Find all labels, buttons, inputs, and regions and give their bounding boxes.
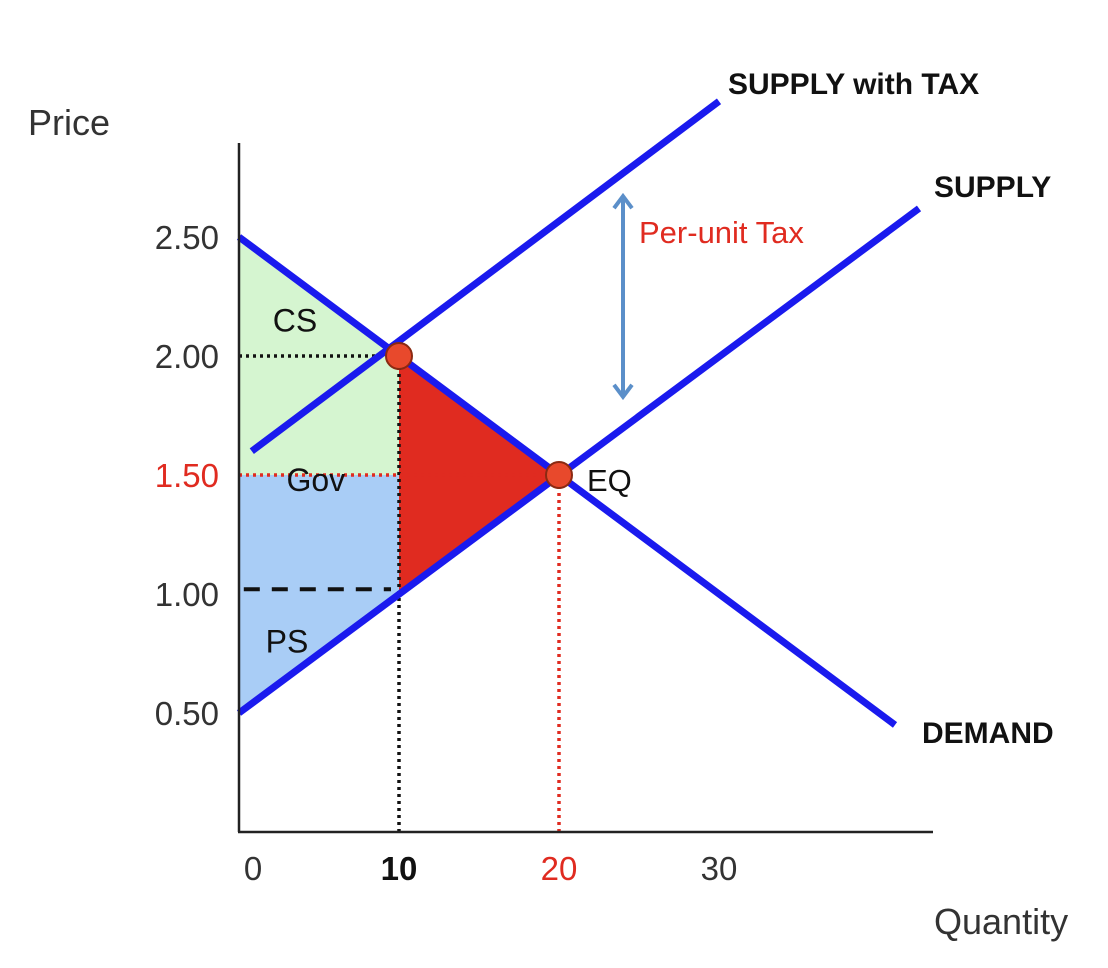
area-gov (239, 356, 399, 475)
y-tick-label-2-00: 2.00 (155, 338, 219, 375)
curve-label-demand: DEMAND (922, 717, 1054, 750)
curve-supply-with-tax (249, 98, 722, 455)
x-tick-label-30: 30 (701, 850, 738, 887)
y-tick-label-0-50: 0.50 (155, 695, 219, 732)
x-axis-title: Quantity (934, 901, 1068, 942)
area-label-cs: CS (273, 302, 317, 338)
annotation-per-unit-tax: Per-unit Tax (639, 215, 804, 250)
equilibrium-points (385, 342, 573, 489)
tax-arrow-head-top (612, 192, 634, 210)
axes (237, 143, 933, 834)
tax-arrow-head-bottom (612, 383, 634, 401)
curve-label-supply-with-tax: SUPPLY with TAX (728, 68, 979, 101)
labels: Price Quantity SUPPLY with TAX SUPPLY DEMA… (28, 68, 1068, 942)
curve-supply (236, 205, 922, 716)
curve-label-supply: SUPPLY (934, 171, 1051, 204)
area-label-ps: PS (266, 624, 309, 660)
tax-arrow (612, 192, 634, 401)
area-label-gov: Gov (286, 462, 345, 498)
annotation-eq: EQ (587, 463, 632, 498)
x-tick-label-10: 10 (381, 850, 418, 887)
y-axis-title: Price (28, 102, 110, 143)
point-tax-equilibrium (385, 342, 413, 370)
y-tick-label-2-50: 2.50 (155, 219, 219, 256)
x-tick-label-20: 20 (541, 850, 578, 887)
y-tick-label-1-00: 1.00 (155, 576, 219, 613)
area-ps (239, 475, 399, 713)
x-tick-label-0: 0 (244, 850, 262, 887)
y-tick-label-1-50: 1.50 (155, 457, 219, 494)
point-eq (545, 461, 573, 489)
